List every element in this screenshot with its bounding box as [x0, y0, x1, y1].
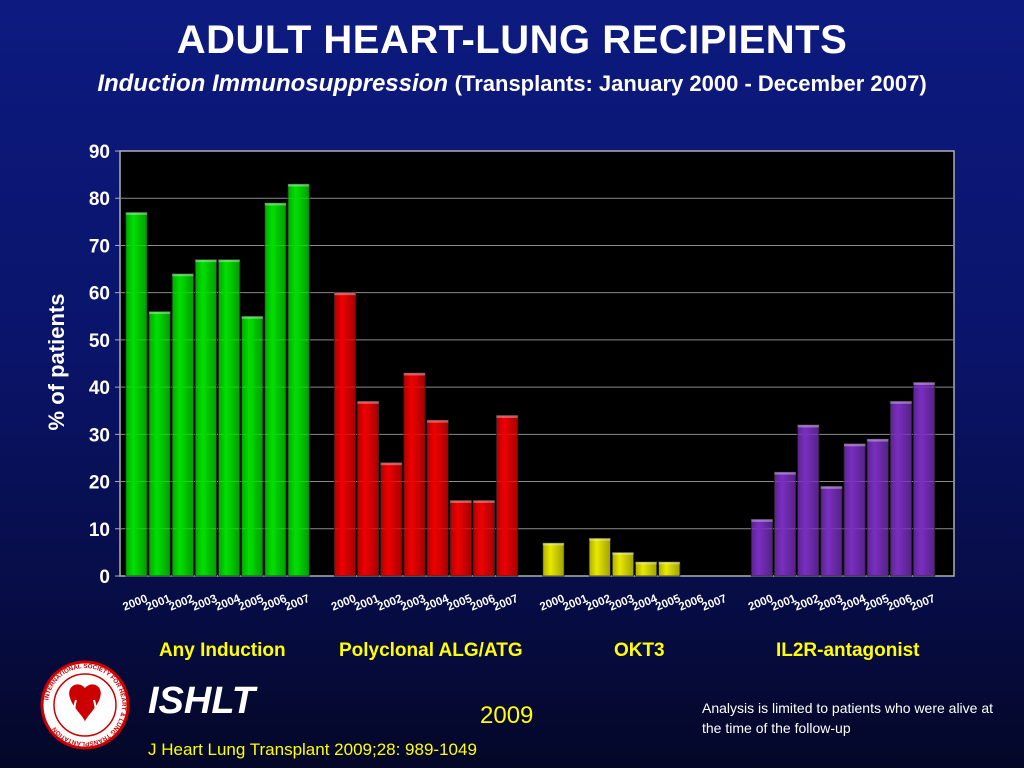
ishlt-wordmark: ISHLT — [148, 680, 255, 722]
bar-highlight — [797, 424, 819, 428]
y-tick-label: 80 — [89, 189, 110, 210]
slide-subtitle: Induction Immunosuppression (Transplants… — [0, 70, 1024, 98]
bar-highlight — [820, 486, 843, 489]
group-label: Polyclonal ALG/ATG — [338, 640, 523, 661]
bar-highlight — [473, 500, 495, 503]
ishlt-logo: INTERNATIONAL SOCIETY FOR HEART & LUNG T… — [40, 660, 130, 750]
bar — [194, 259, 218, 577]
x-tick-label: 2007 — [283, 593, 311, 614]
x-tick-label: 2007 — [492, 593, 520, 614]
bar — [241, 315, 264, 577]
analysis-note: Analysis is limited to patients who were… — [702, 700, 994, 736]
bar-highlight — [380, 462, 402, 466]
y-tick-label: 70 — [89, 236, 110, 257]
bar — [542, 542, 565, 577]
bar — [472, 500, 496, 577]
y-tick-label: 50 — [89, 331, 110, 352]
bar — [750, 518, 774, 577]
y-axis-label: % of patients — [44, 293, 69, 431]
bar-highlight — [287, 184, 310, 187]
subtitle-date-range: (Transplants: January 2000 - December 20… — [454, 71, 927, 96]
bar — [588, 537, 611, 577]
bar — [125, 211, 148, 577]
bar-highlight — [774, 472, 796, 475]
y-tick-label: 0 — [99, 567, 110, 588]
bar-highlight — [357, 401, 379, 404]
bar — [658, 561, 681, 577]
y-tick-label: 60 — [89, 284, 110, 305]
bar-highlight — [450, 500, 472, 503]
bar — [843, 443, 866, 577]
bar-highlight — [612, 552, 634, 555]
group-label: Any Induction — [158, 640, 286, 661]
bar — [449, 500, 472, 577]
bar — [866, 438, 889, 577]
bar-highlight — [658, 561, 680, 565]
bar-highlight — [913, 382, 935, 385]
bar-highlight — [843, 443, 866, 447]
bar-highlight — [751, 519, 773, 522]
bar-highlight — [867, 439, 889, 442]
bar-highlight — [635, 561, 657, 565]
x-tick-label: 2007 — [909, 593, 937, 614]
y-tick-label: 10 — [89, 520, 110, 541]
bar — [357, 400, 380, 577]
bar — [333, 292, 357, 577]
bar-highlight — [890, 401, 912, 404]
bar — [171, 273, 194, 577]
bar-highlight — [496, 415, 518, 418]
subtitle-main: Induction Immunosuppression — [97, 70, 448, 97]
citation: J Heart Lung Transplant 2009;28: 989-104… — [148, 740, 477, 759]
bar — [380, 462, 403, 577]
report-year: 2009 — [480, 702, 534, 729]
bar-highlight — [264, 202, 287, 206]
slide-title: ADULT HEART-LUNG RECIPIENTS — [176, 18, 848, 62]
bar — [774, 471, 797, 577]
y-tick-label: 40 — [89, 378, 110, 399]
bar — [611, 551, 635, 577]
bar — [426, 419, 449, 577]
bar — [889, 400, 913, 577]
bar-highlight — [403, 372, 426, 376]
bar-highlight — [125, 212, 148, 215]
group-label: IL2R-antagonist — [775, 640, 920, 661]
bar — [148, 311, 171, 577]
y-tick-label: 90 — [89, 142, 110, 163]
bar-highlight — [426, 420, 449, 423]
bar — [403, 372, 426, 577]
bar-highlight — [241, 316, 263, 319]
bar-highlight — [195, 259, 217, 263]
bar — [287, 183, 310, 577]
y-tick-labels: 0 10 20 30 40 50 60 70 80 90 — [89, 142, 110, 588]
x-tick-label: 2007 — [700, 593, 728, 614]
bar — [797, 424, 820, 577]
bar-highlight — [148, 311, 171, 315]
bar — [913, 381, 936, 577]
bar-highlight — [589, 538, 611, 541]
y-tick-label: 20 — [89, 473, 110, 494]
bar-highlight — [172, 273, 194, 277]
bar — [218, 259, 241, 577]
group-label: OKT3 — [613, 640, 665, 661]
bar — [635, 561, 658, 577]
bar-highlight — [542, 542, 565, 546]
bar — [820, 485, 843, 577]
y-tick-label: 30 — [89, 425, 110, 446]
bar-highlight — [334, 292, 356, 296]
bars — [125, 183, 936, 577]
bar-highlight — [218, 259, 240, 263]
bar — [264, 202, 287, 577]
bar — [496, 415, 519, 577]
